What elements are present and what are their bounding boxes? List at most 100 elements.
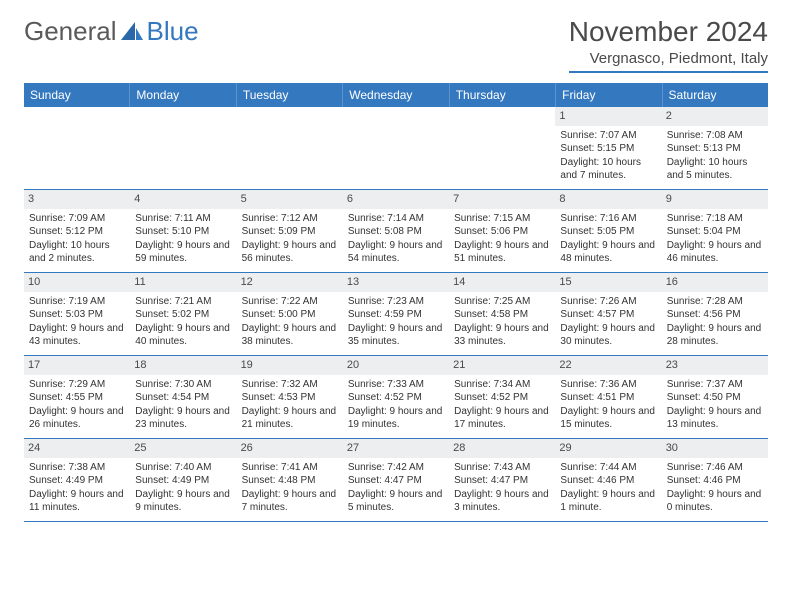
day-cell [237, 107, 343, 189]
day-number: 4 [130, 190, 236, 209]
week-row: 10 Sunrise: 7:19 AMSunset: 5:03 PMDayligh… [24, 273, 768, 356]
day-number: 1 [555, 107, 661, 126]
day-number: 6 [343, 190, 449, 209]
calendar-page: General Blue November 2024 Vergnasco, Pie… [0, 0, 792, 538]
weekday-header: SundayMondayTuesdayWednesdayThursdayFrid… [24, 83, 768, 107]
day-cell: 21Sunrise: 7:34 AMSunset: 4:52 PMDayligh… [449, 356, 555, 438]
day-cell [130, 107, 236, 189]
day-number: 26 [237, 439, 343, 458]
weekday-label: Wednesday [343, 83, 449, 107]
day-cell: 22 Sunrise: 7:36 AMSunset: 4:51 PMDayligh… [555, 356, 661, 438]
day-details: Sunrise: 7:16 AMSunset: 5:05 PMDaylight:… [559, 212, 657, 266]
day-number: 2 [662, 107, 768, 126]
day-details: Sunrise: 7:26 AMSunset: 4:57 PMDaylight:… [559, 295, 657, 349]
day-number: 27 [343, 439, 449, 458]
day-details: Sunrise: 7:19 AMSunset: 5:03 PMDaylight:… [28, 295, 126, 349]
weekday-label: Thursday [450, 83, 556, 107]
day-details: Sunrise: 7:18 AMSunset: 5:04 PMDaylight:… [666, 212, 764, 266]
day-cell: 11Sunrise: 7:21 AMSunset: 5:02 PMDayligh… [130, 273, 236, 355]
logo-sail-icon [121, 16, 143, 47]
day-details: Sunrise: 7:37 AMSunset: 4:50 PMDaylight:… [666, 378, 764, 432]
day-cell: 15Sunrise: 7:26 AMSunset: 4:57 PMDayligh… [555, 273, 661, 355]
logo-text-1: General [24, 16, 117, 47]
day-cell: 4 Sunrise: 7:11 AMSunset: 5:10 PMDaylight… [130, 190, 236, 272]
day-number: 17 [24, 356, 130, 375]
day-cell [449, 107, 555, 189]
weekday-label: Sunday [24, 83, 130, 107]
week-row: 3 Sunrise: 7:09 AMSunset: 5:12 PMDaylight… [24, 190, 768, 273]
day-number: 16 [662, 273, 768, 292]
weekday-label: Saturday [663, 83, 768, 107]
day-cell: 19 Sunrise: 7:32 AMSunset: 4:53 PMDayligh… [237, 356, 343, 438]
day-details: Sunrise: 7:09 AMSunset: 5:12 PMDaylight:… [28, 212, 126, 266]
day-cell: 12 Sunrise: 7:22 AMSunset: 5:00 PMDayligh… [237, 273, 343, 355]
day-number: 9 [662, 190, 768, 209]
day-details: Sunrise: 7:41 AMSunset: 4:48 PMDaylight:… [241, 461, 339, 515]
day-cell: 7 Sunrise: 7:15 AMSunset: 5:06 PMDaylight… [449, 190, 555, 272]
day-number: 24 [24, 439, 130, 458]
day-details: Sunrise: 7:43 AMSunset: 4:47 PMDaylight:… [453, 461, 551, 515]
day-details: Sunrise: 7:14 AMSunset: 5:08 PMDaylight:… [347, 212, 445, 266]
day-number: 13 [343, 273, 449, 292]
day-cell: 17 Sunrise: 7:29 AMSunset: 4:55 PMDayligh… [24, 356, 130, 438]
day-number: 23 [662, 356, 768, 375]
day-details: Sunrise: 7:44 AMSunset: 4:46 PMDaylight:… [559, 461, 657, 515]
day-number: 29 [555, 439, 661, 458]
day-cell: 30 Sunrise: 7:46 AMSunset: 4:46 PMDayligh… [662, 439, 768, 521]
day-cell: 2 Sunrise: 7:08 AMSunset: 5:13 PMDaylight… [662, 107, 768, 189]
day-details: Sunrise: 7:40 AMSunset: 4:49 PMDaylight:… [134, 461, 232, 515]
day-cell: 23 Sunrise: 7:37 AMSunset: 4:50 PMDayligh… [662, 356, 768, 438]
weekday-label: Friday [556, 83, 662, 107]
day-cell: 29 Sunrise: 7:44 AMSunset: 4:46 PMDayligh… [555, 439, 661, 521]
day-cell: 8Sunrise: 7:16 AMSunset: 5:05 PMDaylight… [555, 190, 661, 272]
day-details: Sunrise: 7:07 AMSunset: 5:15 PMDaylight:… [559, 129, 657, 183]
day-details: Sunrise: 7:46 AMSunset: 4:46 PMDaylight:… [666, 461, 764, 515]
day-details: Sunrise: 7:12 AMSunset: 5:09 PMDaylight:… [241, 212, 339, 266]
logo-text-2: Blue [147, 16, 199, 47]
day-details: Sunrise: 7:36 AMSunset: 4:51 PMDaylight:… [559, 378, 657, 432]
day-details: Sunrise: 7:08 AMSunset: 5:13 PMDaylight:… [666, 129, 764, 183]
day-details: Sunrise: 7:22 AMSunset: 5:00 PMDaylight:… [241, 295, 339, 349]
day-number: 7 [449, 190, 555, 209]
week-row: 24 Sunrise: 7:38 AMSunset: 4:49 PMDayligh… [24, 439, 768, 522]
day-number: 3 [24, 190, 130, 209]
day-number: 18 [130, 356, 236, 375]
day-number: 10 [24, 273, 130, 292]
day-cell: 27 Sunrise: 7:42 AMSunset: 4:47 PMDayligh… [343, 439, 449, 521]
weekday-label: Tuesday [237, 83, 343, 107]
day-number: 12 [237, 273, 343, 292]
day-details: Sunrise: 7:38 AMSunset: 4:49 PMDaylight:… [28, 461, 126, 515]
day-number: 25 [130, 439, 236, 458]
day-details: Sunrise: 7:28 AMSunset: 4:56 PMDaylight:… [666, 295, 764, 349]
day-cell [24, 107, 130, 189]
day-number: 30 [662, 439, 768, 458]
day-number: 11 [130, 273, 236, 292]
title-block: November 2024 Vergnasco, Piedmont, Italy [569, 16, 768, 73]
day-cell: 1 Sunrise: 7:07 AMSunset: 5:15 PMDaylight… [555, 107, 661, 189]
day-details: Sunrise: 7:42 AMSunset: 4:47 PMDaylight:… [347, 461, 445, 515]
location-label: Vergnasco, Piedmont, Italy [569, 50, 768, 73]
week-row: 1 Sunrise: 7:07 AMSunset: 5:15 PMDaylight… [24, 107, 768, 190]
day-number: 20 [343, 356, 449, 375]
month-title: November 2024 [569, 16, 768, 48]
day-cell: 18Sunrise: 7:30 AMSunset: 4:54 PMDayligh… [130, 356, 236, 438]
day-cell: 13Sunrise: 7:23 AMSunset: 4:59 PMDayligh… [343, 273, 449, 355]
weekday-label: Monday [130, 83, 236, 107]
day-cell: 20Sunrise: 7:33 AMSunset: 4:52 PMDayligh… [343, 356, 449, 438]
day-details: Sunrise: 7:29 AMSunset: 4:55 PMDaylight:… [28, 378, 126, 432]
day-cell: 5 Sunrise: 7:12 AMSunset: 5:09 PMDaylight… [237, 190, 343, 272]
header: General Blue November 2024 Vergnasco, Pie… [24, 16, 768, 73]
week-row: 17 Sunrise: 7:29 AMSunset: 4:55 PMDayligh… [24, 356, 768, 439]
day-details: Sunrise: 7:32 AMSunset: 4:53 PMDaylight:… [241, 378, 339, 432]
day-details: Sunrise: 7:15 AMSunset: 5:06 PMDaylight:… [453, 212, 551, 266]
day-cell: 14Sunrise: 7:25 AMSunset: 4:58 PMDayligh… [449, 273, 555, 355]
day-cell: 28Sunrise: 7:43 AMSunset: 4:47 PMDayligh… [449, 439, 555, 521]
day-cell [343, 107, 449, 189]
day-details: Sunrise: 7:11 AMSunset: 5:10 PMDaylight:… [134, 212, 232, 266]
day-number: 19 [237, 356, 343, 375]
day-number: 5 [237, 190, 343, 209]
day-number: 21 [449, 356, 555, 375]
day-cell: 24 Sunrise: 7:38 AMSunset: 4:49 PMDayligh… [24, 439, 130, 521]
day-cell: 6 Sunrise: 7:14 AMSunset: 5:08 PMDaylight… [343, 190, 449, 272]
day-number: 22 [555, 356, 661, 375]
